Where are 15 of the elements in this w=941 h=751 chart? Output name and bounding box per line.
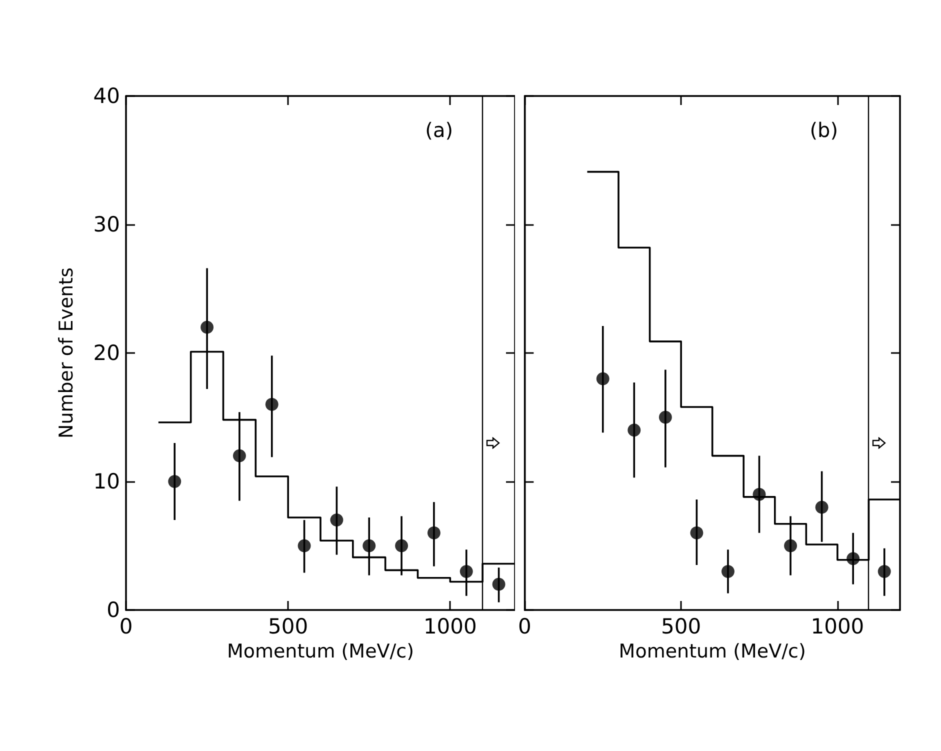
annotation: (b) [810, 118, 838, 142]
x-tick-label: 1000 [810, 614, 864, 638]
y-tick-label: 10 [93, 470, 120, 494]
x-tick-label: 500 [661, 614, 702, 638]
y-tick-label: 20 [93, 341, 120, 365]
x-tick-label: 500 [268, 614, 308, 638]
y-axis-title: Number of Events [56, 267, 78, 439]
x-tick-label: 0 [518, 614, 532, 638]
x-axis-title: Momentum (MeV/c) [226, 640, 414, 662]
y-tick-label: 0 [106, 598, 120, 622]
x-axis-title: Momentum (MeV/c) [618, 640, 806, 662]
y-tick-label: 40 [93, 84, 120, 108]
x-tick-label: 1000 [423, 614, 477, 638]
annotation: (a) [425, 118, 454, 142]
y-tick-label: 30 [93, 212, 120, 236]
